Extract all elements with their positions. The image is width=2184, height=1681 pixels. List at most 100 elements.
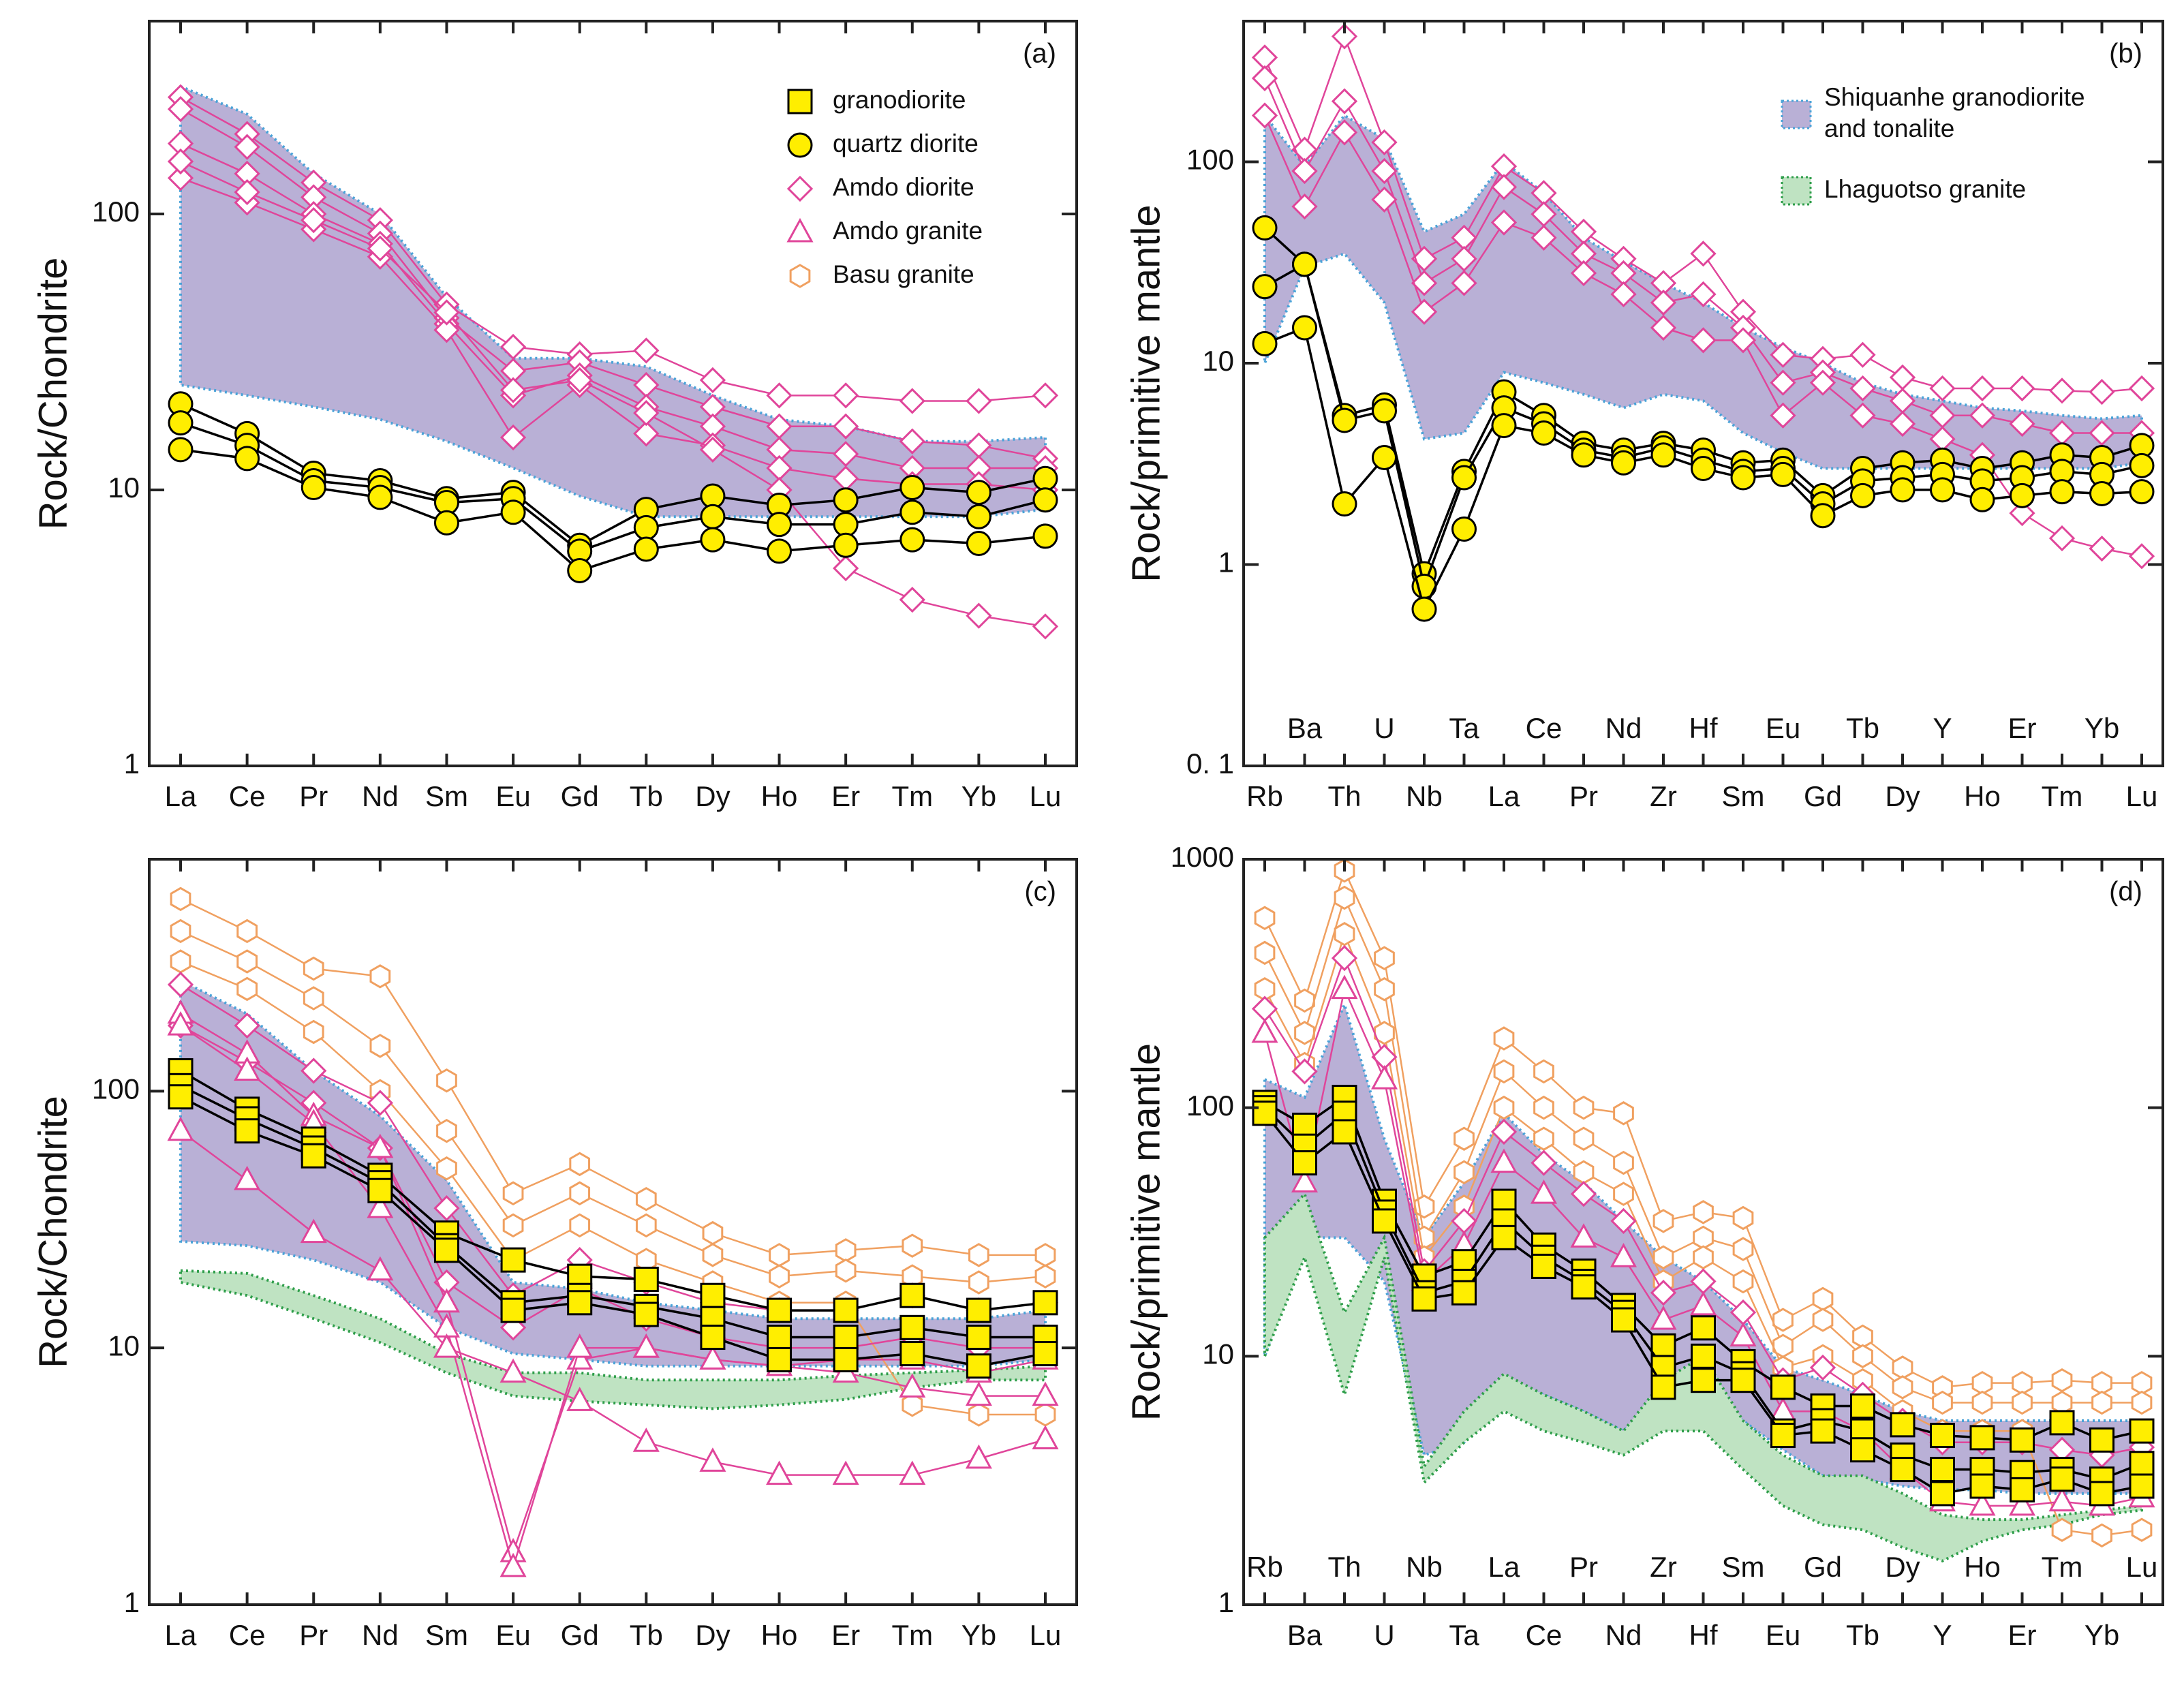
- marker: [966, 480, 991, 506]
- marker: [301, 206, 327, 234]
- marker: [2049, 1466, 2075, 1492]
- y-axis-title: Rock/Chondrite: [31, 1096, 75, 1368]
- marker: [1292, 315, 1317, 341]
- marker: [700, 1325, 726, 1351]
- legend-label: quartz diorite: [833, 129, 979, 157]
- marker: [700, 1282, 726, 1308]
- x-tick-label: Nb: [1406, 1551, 1443, 1583]
- marker: [367, 484, 393, 510]
- marker: [1530, 1179, 1558, 1204]
- marker: [767, 538, 793, 564]
- marker: [2089, 1427, 2114, 1453]
- x-tick-label: Lu: [1030, 780, 1062, 812]
- marker: [1770, 402, 1796, 429]
- marker: [635, 1186, 657, 1212]
- panel-label: (b): [2109, 39, 2142, 69]
- marker: [170, 949, 191, 974]
- marker: [702, 1220, 724, 1246]
- marker: [1251, 1018, 1278, 1043]
- marker: [1291, 193, 1318, 220]
- y-tick-label: 1: [1218, 546, 1234, 579]
- marker: [234, 1118, 260, 1144]
- marker: [433, 1333, 460, 1358]
- marker: [1490, 1118, 1518, 1145]
- marker: [1032, 382, 1059, 409]
- x-tick-label: Yb: [2085, 1619, 2119, 1651]
- marker: [1032, 1341, 1058, 1367]
- marker: [2049, 1410, 2075, 1436]
- y-tick-label: 10: [1202, 345, 1234, 377]
- marker: [1932, 1390, 1953, 1415]
- marker: [500, 1297, 526, 1323]
- marker: [1034, 1402, 1056, 1427]
- marker: [902, 1233, 923, 1258]
- x-tick-label: Dy: [1885, 780, 1920, 812]
- y-tick-label: 10: [108, 1329, 140, 1361]
- panel: 1 10 100 La Ce Pr Nd Sm Eu Gd Tb Dy Ho Er Tm Yb Lu Rock/C…: [31, 858, 1078, 1651]
- marker: [1930, 477, 1955, 503]
- marker: [567, 1290, 593, 1316]
- x-tick-label: Sm: [425, 1619, 468, 1651]
- marker: [1490, 174, 1518, 200]
- marker: [1770, 1423, 1796, 1449]
- marker: [1454, 1160, 1475, 1185]
- legend-swatch: [1781, 176, 1812, 206]
- marker: [1291, 1168, 1319, 1192]
- marker: [1371, 129, 1398, 156]
- marker: [1611, 450, 1636, 476]
- marker: [968, 1402, 989, 1427]
- marker: [1613, 1150, 1634, 1175]
- marker: [2129, 452, 2155, 478]
- marker: [1372, 1208, 1397, 1234]
- marker: [2089, 379, 2115, 405]
- marker: [2012, 1390, 2033, 1415]
- marker: [2089, 535, 2115, 562]
- x-tick-label: Nd: [362, 780, 399, 812]
- x-tick-label: Th: [1327, 780, 1361, 812]
- marker: [1770, 461, 1796, 487]
- marker: [1652, 1209, 1674, 1233]
- marker: [566, 1333, 594, 1358]
- x-tick-label: Nd: [362, 1619, 399, 1651]
- x-tick-label: Tb: [1846, 1619, 1879, 1651]
- marker: [433, 299, 460, 326]
- x-tick-label: Ce: [1526, 1619, 1563, 1651]
- marker: [303, 956, 324, 981]
- marker: [1770, 369, 1796, 396]
- marker: [369, 1034, 391, 1058]
- marker: [1810, 503, 1836, 529]
- x-tick-label: U: [1374, 712, 1394, 744]
- marker: [1889, 410, 1916, 437]
- marker: [234, 179, 260, 206]
- marker: [2009, 499, 2035, 527]
- marker: [1034, 1243, 1056, 1267]
- marker: [1650, 1280, 1677, 1306]
- panel-label: (a): [1023, 39, 1056, 69]
- marker: [1491, 1224, 1517, 1250]
- marker: [1294, 988, 1315, 1013]
- marker: [1850, 482, 1875, 508]
- x-tick-label: Tm: [2042, 780, 2083, 812]
- marker: [1690, 281, 1717, 307]
- marker: [234, 134, 260, 160]
- marker: [167, 1011, 194, 1036]
- marker: [1252, 274, 1278, 300]
- marker: [632, 1333, 660, 1358]
- marker: [767, 1297, 793, 1323]
- y-axis-title: Rock/Chondrite: [31, 258, 75, 530]
- marker: [499, 424, 527, 451]
- marker: [899, 1314, 925, 1340]
- marker: [1691, 1315, 1716, 1341]
- marker: [167, 1116, 194, 1141]
- marker: [2091, 1523, 2112, 1548]
- marker: [1531, 420, 1556, 446]
- marker: [1490, 1148, 1518, 1173]
- x-tick-label: Ho: [1964, 1551, 2001, 1583]
- marker: [1374, 1021, 1395, 1045]
- legend-label: Amdo granite: [833, 217, 983, 245]
- marker: [1732, 1237, 1754, 1261]
- marker: [567, 557, 593, 583]
- marker: [1890, 1457, 1916, 1483]
- marker: [433, 510, 459, 536]
- marker: [1772, 1308, 1794, 1332]
